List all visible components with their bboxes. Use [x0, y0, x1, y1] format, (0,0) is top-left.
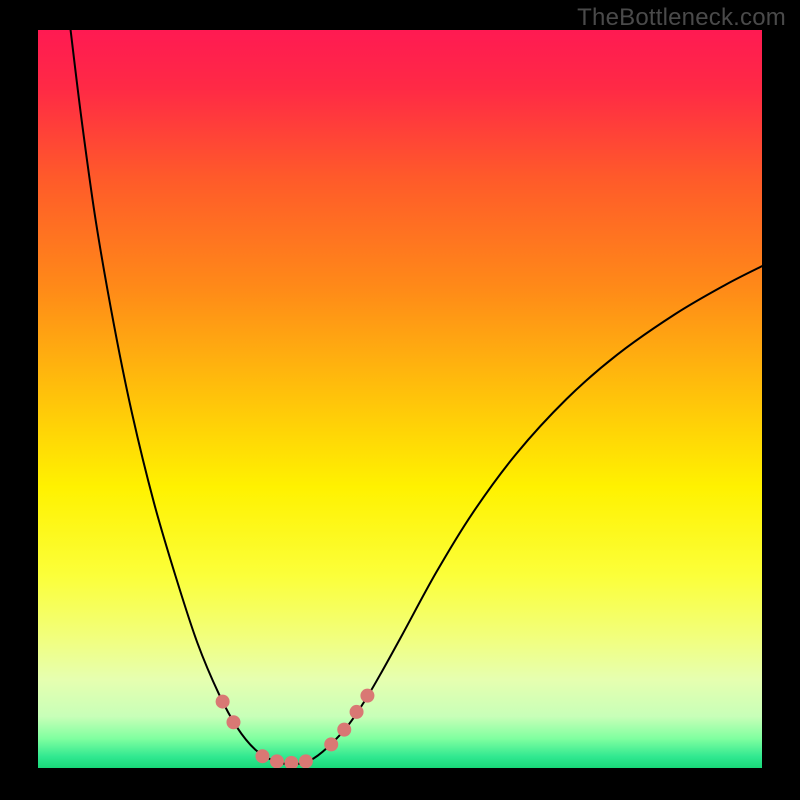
watermark-text: TheBottleneck.com [577, 4, 786, 32]
data-marker [226, 715, 240, 729]
data-marker [324, 737, 338, 751]
plot-svg [38, 30, 762, 768]
data-marker [255, 749, 269, 763]
gradient-background [38, 30, 762, 768]
chart-container: TheBottleneck.com [0, 0, 800, 800]
plot-area [38, 30, 762, 768]
data-marker [270, 754, 284, 768]
data-marker [360, 689, 374, 703]
data-marker [299, 754, 313, 768]
data-marker [337, 723, 351, 737]
data-marker [350, 705, 364, 719]
data-marker [216, 695, 230, 709]
